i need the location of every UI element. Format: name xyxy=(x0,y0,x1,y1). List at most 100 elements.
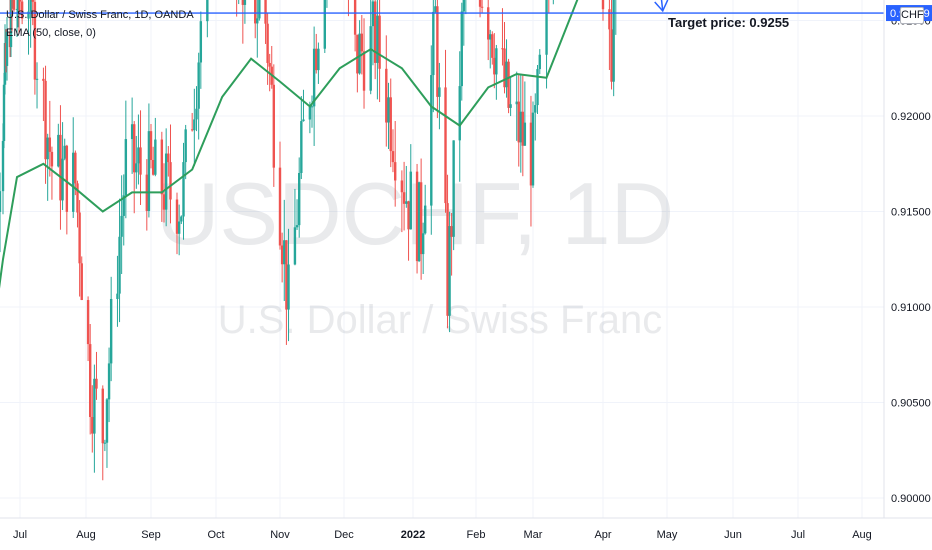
price-axis[interactable]: 0.900000.905000.910000.915000.920000.925… xyxy=(891,0,931,506)
candle-body-down xyxy=(190,129,194,131)
x-tick-label: Nov xyxy=(270,529,290,541)
candle-body-down xyxy=(507,61,510,108)
candle-body-down xyxy=(175,199,179,234)
candle-body-down xyxy=(76,183,79,213)
candle-body-up xyxy=(105,399,109,443)
candle-body-down xyxy=(601,0,605,10)
candle-body-down xyxy=(385,68,388,123)
x-tick-label: Feb xyxy=(467,529,486,541)
candle-body-up xyxy=(438,87,441,97)
candle-body-up xyxy=(57,134,60,167)
candle-body-down xyxy=(487,7,490,40)
candle-body-up xyxy=(0,191,2,212)
candle-body-up xyxy=(519,111,522,143)
candle-body-down xyxy=(139,147,142,175)
candle-body-down xyxy=(393,162,397,181)
candle-body-up xyxy=(29,0,32,12)
candle-body-down xyxy=(264,0,267,24)
candle-body-up xyxy=(376,15,379,63)
candle-body-up xyxy=(452,140,455,237)
candle-body-up xyxy=(298,172,301,226)
candle-body-down xyxy=(31,0,34,2)
candle-body-down xyxy=(285,240,288,310)
candle-body-up xyxy=(199,21,203,63)
candle-body-down xyxy=(480,6,484,8)
candle-body-down xyxy=(610,29,613,82)
x-tick-label: Dec xyxy=(334,529,354,541)
candle-body-down xyxy=(20,1,24,19)
candle-body-down xyxy=(280,245,284,265)
candle-body-up xyxy=(460,11,463,87)
candle-body-up xyxy=(154,139,157,175)
candle-body-up xyxy=(103,442,107,444)
candle-body-down xyxy=(266,23,269,63)
candle-body-up xyxy=(405,201,408,204)
candle-body-down xyxy=(241,0,245,5)
x-tick-label: Jun xyxy=(724,529,742,541)
candle-body-up xyxy=(545,0,548,55)
candle-body-up xyxy=(116,293,119,300)
candle-body-down xyxy=(91,417,94,434)
candle-body-up xyxy=(2,84,6,141)
candle-body-down xyxy=(389,97,392,152)
candle-body-down xyxy=(521,111,525,146)
candle-body-down xyxy=(169,162,172,200)
candle-body-up xyxy=(417,182,421,262)
candle-body-up xyxy=(523,122,527,146)
candle-body-down xyxy=(272,84,276,168)
candle-body-up xyxy=(243,0,247,5)
x-tick-label: Sep xyxy=(141,529,161,541)
x-tick-label: Oct xyxy=(207,529,224,541)
candle-body-up xyxy=(15,8,19,10)
candle-body-up xyxy=(124,139,128,196)
currency-badge[interactable]: CHF xyxy=(900,7,924,24)
candle-body-down xyxy=(478,0,482,7)
candle-body-down xyxy=(42,78,45,81)
candle-body-down xyxy=(391,151,395,163)
candle-body-down xyxy=(18,0,22,2)
y-tick-label: 0.92000 xyxy=(891,111,931,123)
y-tick-label: 0.90500 xyxy=(891,398,931,410)
indicator-title[interactable]: EMA (50, close, 0) xyxy=(6,27,96,39)
x-tick-label: Apr xyxy=(594,529,611,541)
candle-body-up xyxy=(295,225,299,228)
candle-body-down xyxy=(608,9,611,30)
watermark-name: U.S. Dollar / Swiss Franc xyxy=(218,298,663,342)
candle-body-up xyxy=(423,205,427,234)
candle-body-up xyxy=(72,152,75,212)
candle-body-up xyxy=(182,162,185,217)
candle-body-up xyxy=(27,11,30,19)
time-axis[interactable]: Jul Aug Sep Oct Nov Dec 2022 Feb Mar Apr May Jun Jul… xyxy=(13,529,872,541)
candle-body-down xyxy=(254,0,257,24)
candle-body-down xyxy=(133,124,136,173)
candle-body-down xyxy=(400,180,404,193)
candle-body-down xyxy=(278,167,282,246)
candle-body-down xyxy=(65,145,69,212)
ema-line xyxy=(0,0,579,289)
x-tick-label: Aug xyxy=(852,529,872,541)
candle-body-up xyxy=(317,48,320,71)
candle-body-up xyxy=(193,119,196,131)
candle-body-down xyxy=(151,160,155,175)
candle-body-up xyxy=(107,363,111,400)
candle-body-down xyxy=(268,62,271,67)
candle-body-up xyxy=(509,104,512,108)
candle-body-up xyxy=(180,216,183,222)
symbol-title[interactable]: U.S. Dollar / Swiss Franc, 1D, OANDA xyxy=(6,9,194,21)
candle-body-up xyxy=(293,227,297,265)
candle-body-down xyxy=(160,139,164,195)
candle-body-down xyxy=(33,1,37,80)
candle-body-down xyxy=(315,48,318,71)
candle-body-up xyxy=(287,264,290,310)
candle-body-up xyxy=(137,147,140,164)
candle-body-up xyxy=(164,153,168,210)
candle-body-up xyxy=(310,106,314,108)
candle-body-down xyxy=(415,171,419,262)
candle-body-down xyxy=(44,80,47,160)
candle-body-down xyxy=(529,122,533,186)
candle-body-down xyxy=(407,201,410,230)
x-tick-label: Jul xyxy=(13,529,27,541)
candle-body-up xyxy=(147,131,151,211)
candle-body-up xyxy=(531,112,535,186)
